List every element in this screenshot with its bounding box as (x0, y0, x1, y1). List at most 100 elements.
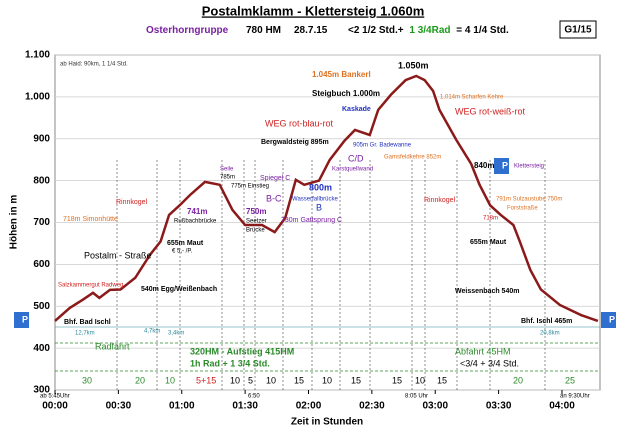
y-tick-label: 900 (33, 133, 50, 144)
annotation: 5 (248, 375, 253, 385)
annotation: 15 (392, 375, 402, 385)
annotation: 20 (513, 375, 523, 385)
y-tick-label: 400 (33, 343, 50, 354)
annotation: Salzkammergut Radweg (58, 283, 123, 289)
annotation: 10 (266, 375, 276, 385)
y-tick-label: 600 (33, 259, 50, 270)
annotation: 730m Gattsprung C (281, 217, 342, 224)
annotation: 12,7km (75, 331, 95, 337)
annotation: Bhf. Bad Ischl (64, 319, 111, 326)
annotation: 20,8km (540, 331, 560, 337)
annotation: Seetzer (246, 219, 267, 225)
subtitle-part: 28.7.15 (294, 25, 328, 36)
annotation: € 5,- /P. (172, 249, 193, 255)
code-box (559, 20, 597, 39)
annotation: Wasserfallbrücke (292, 197, 338, 203)
annotation: 655m Maut (470, 239, 507, 246)
annotation: ab Haid: 90km, 1 1/4 Std. (60, 62, 128, 68)
annotation: 785m (220, 175, 235, 181)
annotation: 1.050m (398, 60, 429, 70)
y-tick-label: 700 (33, 217, 50, 228)
annotation: 718m Simonhütte (63, 216, 118, 223)
annotation: 4,7km (144, 329, 160, 335)
annotation: WEG rot-blau-rot (265, 118, 334, 128)
annotation: Steigbuch 1.000m (312, 89, 380, 98)
annotation: Bergwaldsteig 895m (261, 139, 329, 146)
annotation: 15 (437, 375, 447, 385)
x-tick-label: 04:00 (549, 401, 575, 412)
annotation: 15 (294, 375, 304, 385)
annotation: Postalm - Straße (84, 250, 152, 260)
annotation: P (502, 160, 508, 170)
chart-title: Postalmklamm - Klettersteig 1.060m (202, 3, 425, 18)
x-axis-label: Zeit in Stunden (291, 417, 363, 428)
annotation: 655m Maut (167, 240, 204, 247)
annotation: B-C (266, 193, 282, 203)
annotation: Rußbachbrücke (174, 219, 217, 225)
annotation: 25 (565, 375, 575, 385)
annotation: 791m Sulzaustube 750m (496, 197, 562, 203)
subtitle: Osterhorngruppe 780 HM 28.7.15 <2 1/2 St… (146, 25, 509, 36)
annotation: B (316, 202, 322, 212)
code: G1/15 (564, 25, 592, 36)
annotation: 3,4km (168, 331, 184, 337)
parking-box (14, 312, 29, 328)
annotation: Rinnkogel (116, 199, 148, 206)
annotation: Brücke (246, 228, 265, 234)
annotation: 840m (474, 161, 494, 170)
annotation: 5+15 (196, 375, 216, 385)
annotation: Seile (220, 167, 234, 173)
annotation: ab 5:45Uhr (40, 394, 70, 400)
x-tick-label: 03:30 (486, 401, 512, 412)
annotation: C/D (348, 153, 364, 163)
y-tick-label: 800 (33, 175, 50, 186)
annotation: 30 (82, 375, 92, 385)
annotation: 1h Rad + 1 3/4 Std. (190, 358, 270, 368)
x-tick-label: 01:00 (169, 401, 195, 412)
subtitle-part: Osterhorngruppe (146, 25, 229, 36)
annotation: 20 (135, 375, 145, 385)
annotation: 6:50 (248, 394, 260, 400)
annotation: 540m Egg/Weißenbach (141, 286, 217, 293)
y-tick-label: 1.100 (25, 50, 50, 61)
annotation: WEG rot-weiß-rot (455, 106, 526, 116)
x-tick-label: 00:30 (106, 401, 132, 412)
annotation: P (22, 314, 28, 324)
annotation: Radfahrt (95, 341, 130, 351)
annotation: P (609, 314, 615, 324)
annotation: Gamsfeldkehre 852m (384, 155, 441, 161)
annotation: 718m (483, 216, 498, 222)
y-tick-label: 500 (33, 301, 50, 312)
annotation: 775m Einstieg (231, 184, 269, 190)
x-tick-label: 02:30 (359, 401, 385, 412)
annotation: <3/4 + 3/4 Std. (460, 358, 519, 368)
annotation: 741m (187, 207, 207, 216)
annotation: 1.014m Scharfen Kehre (440, 95, 504, 101)
y-tick-label: 300 (33, 385, 50, 396)
annotation: 10 (230, 375, 240, 385)
x-tick-label: 02:00 (296, 401, 322, 412)
annotation: 800m (309, 182, 332, 192)
y-tick-label: 1.000 (25, 92, 50, 103)
annotation: 15 (351, 375, 361, 385)
annotation: 10 (415, 375, 425, 385)
profile-line (54, 74, 599, 323)
annotation: 10 (165, 375, 175, 385)
annotation: Klettersteig (514, 164, 544, 170)
x-tick-label: 01:30 (232, 401, 258, 412)
annotation: 750m (246, 207, 266, 216)
annotation: 10 (322, 375, 332, 385)
parking-box (494, 158, 509, 174)
annotation: 1.045m Bankerl (312, 70, 371, 79)
x-tick-label: 00:00 (42, 401, 68, 412)
subtitle-part: 1 3/4Rad (409, 25, 450, 36)
annotation: 8:05 Uhr (405, 394, 428, 400)
annotation: Rinnkogel (424, 197, 456, 204)
annotation: Bhf. Ischl 465m (521, 318, 572, 325)
subtitle-part: 780 HM (246, 25, 281, 36)
annotation: 905m Gr. Badewanne (353, 143, 412, 149)
subtitle-part: <2 1/2 Std.+ (348, 25, 404, 36)
annotation: 320HM - Aufstieg 415HM (190, 346, 294, 356)
annotation: Weissenbach 540m (455, 288, 519, 295)
